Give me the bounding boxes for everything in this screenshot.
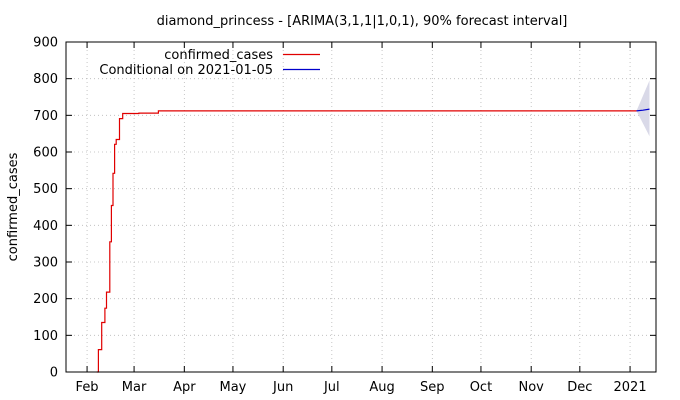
plot-frame [65, 41, 657, 373]
x-tick-label: Mar [122, 380, 147, 395]
y-tick-label: 500 [33, 182, 58, 197]
y-tick-label: 300 [33, 256, 58, 271]
legend-label: Conditional on 2021-01-05 [99, 63, 273, 78]
series-layer [96, 108, 650, 373]
x-tick-label: Feb [76, 380, 99, 395]
x-tick-label: Apr [173, 380, 196, 395]
x-tick-label: Jul [323, 380, 340, 395]
y-tick-label: 600 [33, 146, 58, 161]
x-tick-label: Sep [420, 380, 445, 395]
x-tick-label: Dec [567, 380, 592, 395]
legend-label: confirmed_cases [164, 48, 273, 63]
y-tick-label: 100 [33, 329, 58, 344]
y-tick-label: 200 [33, 292, 58, 307]
series-line-confirmed-cases [96, 110, 637, 373]
gridlines [66, 42, 656, 372]
x-tick-label: Jun [272, 380, 293, 395]
x-tick-label: 2021 [614, 380, 647, 395]
y-tick-label: 700 [33, 109, 58, 124]
y-tick-label: 400 [33, 219, 58, 234]
y-tick-label: 0 [50, 366, 58, 381]
y-tick-label: 800 [33, 72, 58, 87]
forecast-interval-band [636, 80, 650, 137]
series-line-forecast [636, 108, 650, 112]
y-axis-label: confirmed_cases [6, 152, 21, 261]
x-tick-label: Nov [519, 380, 545, 395]
x-tick-label: Aug [369, 380, 394, 395]
x-tick-label: May [220, 380, 247, 395]
x-tick-label: Oct [470, 380, 492, 395]
chart-title: diamond_princess - [ARIMA(3,1,1|1,0,1), … [157, 14, 568, 29]
y-tick-label: 900 [33, 36, 58, 51]
forecast-interval-layer [636, 80, 650, 137]
axes: 0 100 200 300 400 500 600 700 800 900 Feb Mar Apr May… [33, 36, 656, 395]
